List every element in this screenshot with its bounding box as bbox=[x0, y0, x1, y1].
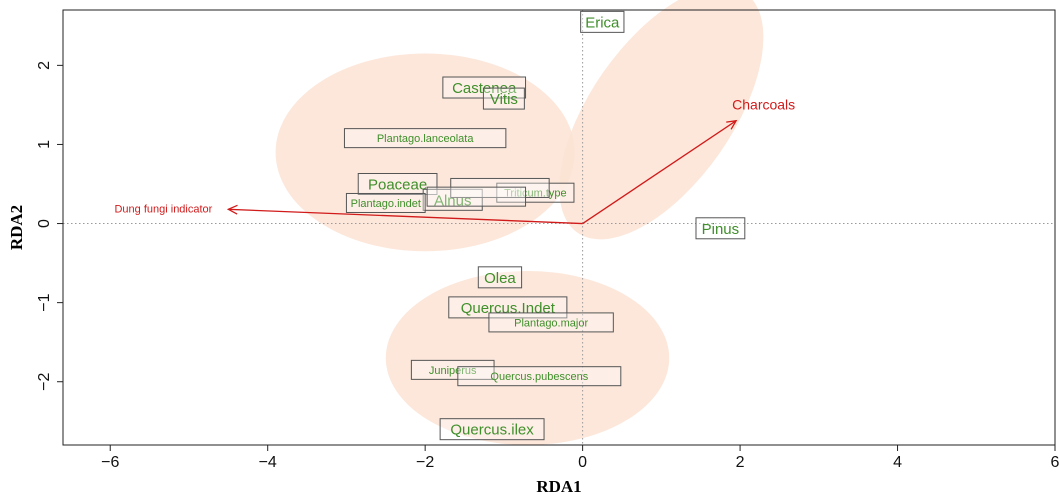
vector-label: Dung fungi indicator bbox=[114, 203, 212, 215]
environmental-vectors: Charcoals Dung fungi indicator bbox=[114, 97, 795, 225]
y-tick-label: 2 bbox=[36, 61, 53, 70]
species-point-juniperus: Juniperus bbox=[410, 359, 495, 380]
species-label: Plantago.indet bbox=[351, 198, 421, 210]
species-label: Alnus bbox=[434, 192, 472, 209]
species-point-unlabeled bbox=[450, 177, 550, 198]
group-ellipse-2 bbox=[559, 0, 764, 240]
x-tick-label: 4 bbox=[893, 454, 902, 471]
y-tick-label: −1 bbox=[36, 293, 53, 311]
species-point-unlabeled bbox=[426, 186, 527, 207]
vector-arrow-line bbox=[582, 120, 737, 225]
vector-charcoals: Charcoals bbox=[582, 97, 795, 225]
species-point-vitis: Vitis bbox=[482, 87, 525, 110]
species-label: Erica bbox=[585, 14, 620, 31]
species-label: Quercus.pubescens bbox=[490, 371, 588, 383]
y-tick-label: 1 bbox=[36, 140, 53, 149]
y-axis: −2 −1 0 1 2 bbox=[36, 61, 63, 391]
species-box bbox=[450, 177, 550, 198]
zero-lines bbox=[63, 10, 1055, 445]
vector-label: Charcoals bbox=[732, 97, 795, 113]
species-box bbox=[580, 10, 625, 33]
species-box bbox=[477, 266, 523, 289]
species-box bbox=[410, 359, 495, 380]
species-label-boxes: EricaCasteneaVitisPlantago.lanceolataPoa… bbox=[343, 10, 746, 441]
x-tick-label: −2 bbox=[416, 454, 434, 471]
species-box bbox=[343, 128, 507, 149]
x-tick-label: 6 bbox=[1051, 454, 1059, 471]
species-point-olea: Olea bbox=[477, 266, 523, 289]
species-box bbox=[345, 192, 426, 213]
species-label: Juniperus bbox=[429, 365, 477, 377]
species-box bbox=[482, 87, 525, 110]
species-box bbox=[442, 76, 527, 99]
y-tick-label: 0 bbox=[36, 219, 53, 228]
species-box bbox=[357, 173, 438, 195]
species-box bbox=[422, 188, 483, 211]
x-tick-label: −6 bbox=[101, 454, 119, 471]
species-point-quercus-pubescens: Quercus.pubescens bbox=[457, 366, 622, 387]
species-label: Quercus.ilex bbox=[450, 422, 534, 439]
plot-frame bbox=[62, 9, 1056, 446]
species-box bbox=[695, 217, 746, 240]
group-ellipses bbox=[275, 0, 764, 445]
y-tick-label: −2 bbox=[36, 373, 53, 391]
species-point-quercus-ilex: Quercus.ilex bbox=[439, 418, 545, 441]
species-box bbox=[439, 418, 545, 441]
species-label: Triticum.type bbox=[504, 188, 567, 200]
vector-dung-fungi-indicator: Dung fungi indicator bbox=[114, 203, 583, 225]
species-label: Vitis bbox=[490, 91, 518, 108]
x-axis: −6 −4 −2 0 2 4 6 bbox=[101, 445, 1059, 471]
y-axis-title: RDA2 bbox=[7, 205, 26, 250]
species-point-erica: Erica bbox=[580, 10, 625, 33]
group-ellipse-3 bbox=[385, 271, 670, 445]
species-point-plantago-major: Plantago.major bbox=[488, 312, 614, 333]
species-point-plantago-lanceolata: Plantago.lanceolata bbox=[343, 128, 507, 149]
vector-arrowhead bbox=[726, 119, 738, 130]
species-point-poaceae: Poaceae bbox=[357, 173, 438, 195]
species-box bbox=[488, 312, 614, 333]
species-label: Pinus bbox=[702, 221, 740, 238]
species-box bbox=[426, 186, 527, 207]
x-axis-title: RDA1 bbox=[536, 477, 581, 496]
species-label: Plantago.major bbox=[514, 317, 588, 329]
species-label: Poaceae bbox=[368, 177, 427, 194]
x-tick-label: −4 bbox=[259, 454, 277, 471]
species-label: Olea bbox=[484, 270, 516, 287]
species-point-pinus: Pinus bbox=[695, 217, 746, 240]
x-tick-label: 2 bbox=[736, 454, 745, 471]
vector-arrowhead bbox=[226, 204, 238, 215]
species-label: Plantago.lanceolata bbox=[377, 133, 475, 145]
x-tick-label: 0 bbox=[578, 454, 587, 471]
vector-arrow-line bbox=[228, 208, 583, 225]
species-point-alnus: Alnus bbox=[422, 188, 483, 211]
species-point-plantago-indet: Plantago.indet bbox=[345, 192, 426, 213]
species-box bbox=[457, 366, 622, 387]
